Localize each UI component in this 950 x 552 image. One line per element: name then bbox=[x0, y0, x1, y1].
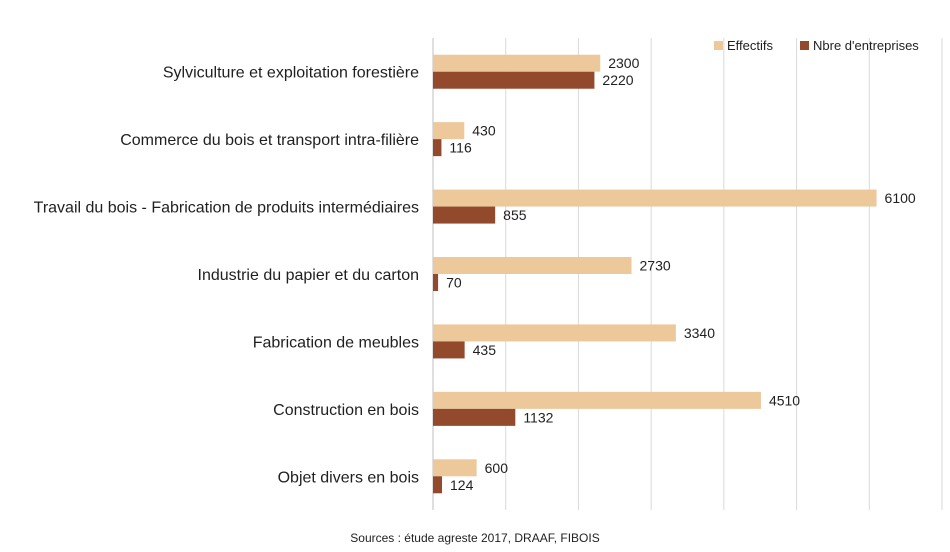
bar-effectifs bbox=[433, 122, 465, 140]
bar-entreprises bbox=[433, 139, 442, 157]
data-label: 1132 bbox=[523, 409, 553, 425]
bars bbox=[433, 54, 877, 494]
category-label: Construction en bois bbox=[273, 402, 419, 419]
legend-label: Nbre d'entreprises bbox=[813, 38, 919, 53]
data-label: 600 bbox=[485, 460, 509, 476]
bar-effectifs bbox=[433, 459, 477, 477]
data-label: 124 bbox=[450, 477, 474, 493]
data-label: 70 bbox=[446, 275, 462, 291]
data-label: 6100 bbox=[885, 190, 916, 206]
data-label: 435 bbox=[473, 342, 497, 358]
category-label: Travail du bois - Fabrication de produit… bbox=[34, 200, 419, 217]
data-label: 3340 bbox=[684, 325, 715, 341]
legend-swatch bbox=[800, 41, 809, 50]
bar-entreprises bbox=[433, 341, 465, 359]
bar-effectifs bbox=[433, 257, 632, 274]
data-label: 430 bbox=[472, 123, 496, 139]
category-label: Commerce du bois et transport intra-fili… bbox=[120, 132, 419, 149]
source-note: Sources : étude agreste 2017, DRAAF, FIB… bbox=[350, 531, 600, 545]
data-label: 2730 bbox=[640, 258, 671, 274]
category-label: Fabrication de meubles bbox=[253, 334, 419, 351]
bar-entreprises bbox=[433, 476, 443, 494]
bar-entreprises bbox=[433, 408, 516, 426]
bar-effectifs bbox=[433, 54, 601, 72]
bar-effectifs bbox=[433, 324, 676, 342]
bar-entreprises bbox=[433, 206, 496, 224]
legend-swatch bbox=[714, 41, 723, 50]
category-label: Industrie du papier et du carton bbox=[198, 267, 419, 284]
category-label: Objet divers en bois bbox=[278, 469, 419, 486]
bar-entreprises bbox=[433, 71, 595, 89]
legend: Effectifs Nbre d'entreprises bbox=[714, 38, 919, 53]
data-label: 855 bbox=[503, 207, 527, 223]
category-label: Sylviculture et exploitation forestière bbox=[163, 65, 419, 82]
data-label: 2220 bbox=[602, 72, 633, 88]
data-label: 2300 bbox=[608, 55, 639, 71]
data-label: 116 bbox=[449, 140, 472, 156]
bar-effectifs bbox=[433, 391, 761, 409]
bar-entreprises bbox=[433, 274, 439, 291]
data-label: 4510 bbox=[769, 392, 800, 408]
legend-label: Effectifs bbox=[727, 38, 774, 53]
category-labels: Sylviculture et exploitation forestière C… bbox=[34, 65, 419, 487]
bar-effectifs bbox=[433, 189, 877, 207]
